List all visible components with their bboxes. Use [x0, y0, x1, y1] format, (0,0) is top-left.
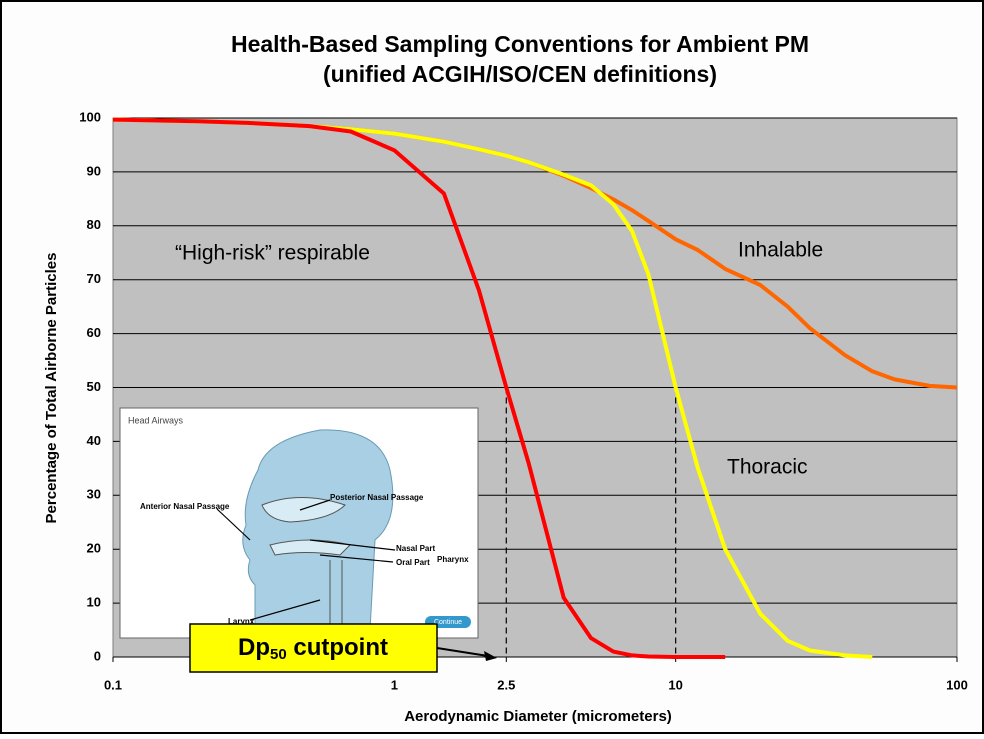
y-tick-label: 70	[87, 271, 101, 286]
y-tick-label: 50	[87, 379, 101, 394]
x-axis-label: Aerodynamic Diameter (micrometers)	[404, 708, 672, 725]
y-tick-label: 30	[87, 487, 101, 502]
callout-box	[189, 623, 438, 673]
chart-subtitle: (unified ACGIH/ISO/CEN definitions)	[323, 61, 717, 87]
x-tick-label: 1	[391, 677, 398, 692]
callout-text: Dp50 cutpoint	[238, 634, 388, 663]
x-tick-label: 0.1	[104, 677, 122, 692]
inset-label: Larynx	[228, 617, 255, 626]
y-tick-label: 40	[87, 433, 101, 448]
inset-label: Anterior Nasal Passage	[140, 502, 230, 511]
callout-main: Dp	[238, 634, 270, 661]
pointer	[319, 554, 394, 563]
callout-sub: 50	[270, 646, 287, 663]
x-tick-label: 2.5	[497, 677, 515, 692]
arrow-head	[484, 651, 497, 661]
x-tick-label: 100	[946, 677, 968, 692]
pointer	[216, 508, 251, 541]
annotation: Thoracic	[727, 456, 808, 479]
y-tick-label: 60	[87, 325, 101, 340]
series-line	[112, 117, 726, 659]
lines	[112, 117, 958, 659]
pointer	[309, 539, 396, 551]
inset-label: Nasal Part	[396, 544, 435, 553]
inset-label: Pharynx	[437, 555, 469, 564]
y-tick-label: 100	[79, 109, 101, 124]
pointer	[249, 599, 321, 621]
y-tick-label: 80	[87, 217, 101, 232]
nasal-cavity	[261, 497, 346, 523]
y-tick-label: 20	[87, 541, 101, 556]
annotation: Inhalable	[738, 239, 823, 262]
y-tick-label: 0	[94, 648, 101, 663]
inset-label: Posterior Nasal Passage	[330, 493, 424, 502]
oral-cavity	[269, 539, 351, 556]
button-label[interactable]: Continue	[434, 619, 462, 626]
airway	[329, 560, 343, 630]
pointer	[299, 499, 331, 511]
x-tick-label: 10	[668, 677, 682, 692]
y-tick-label: 10	[87, 595, 101, 610]
chart-title: Health-Based Sampling Conventions for Am…	[231, 31, 809, 57]
head-shape	[242, 429, 394, 631]
y-tick-label: 90	[87, 163, 101, 178]
inset: Head Airways Anterior Nasal Passage Post…	[119, 407, 479, 639]
inset-title: Head Airways	[128, 415, 184, 425]
inset-label: Oral Part	[396, 558, 430, 567]
annotation: “High-risk” respirable	[175, 242, 370, 265]
callout-rest: cutpoint	[287, 634, 388, 661]
y-axis-label: Percentage of Total Airborne Particles	[43, 253, 60, 524]
callout-arrow	[436, 647, 489, 657]
